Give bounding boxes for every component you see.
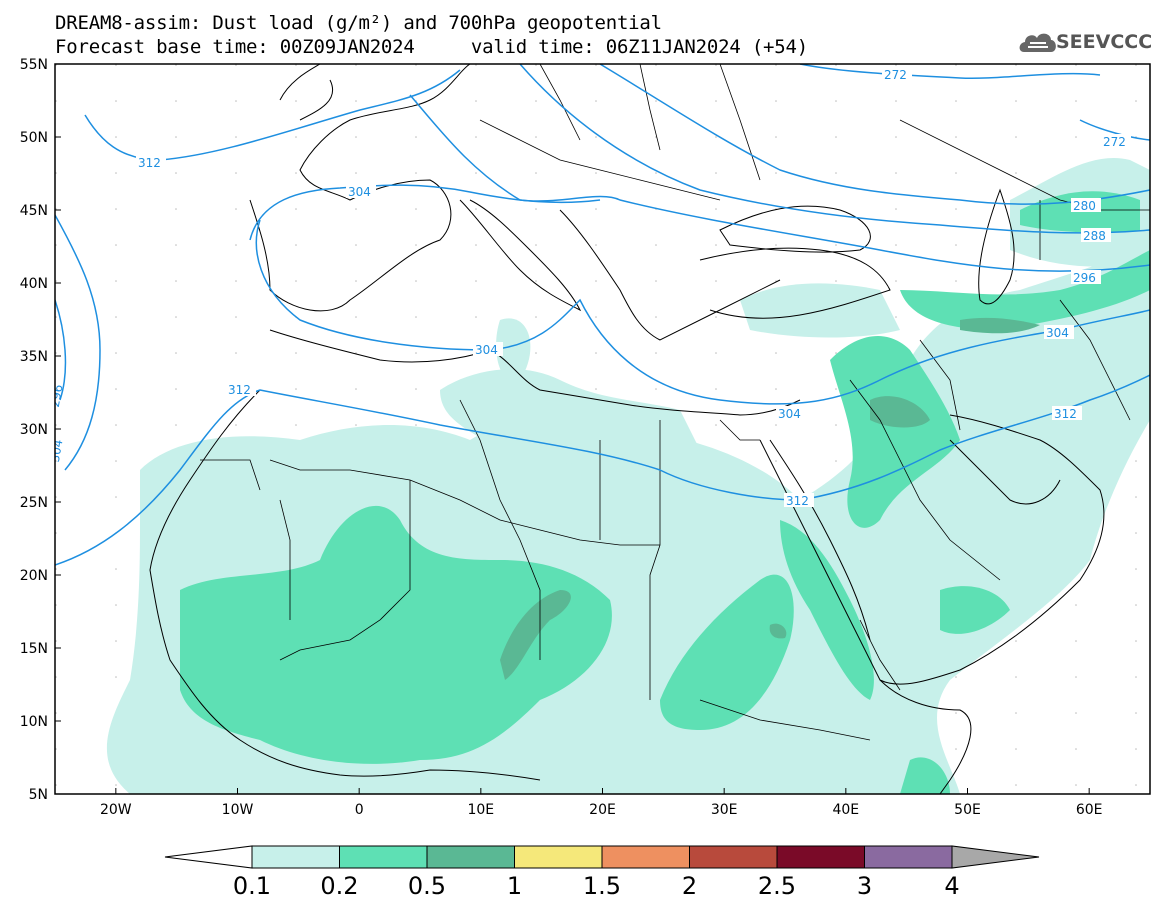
colorbar-segment: [601, 845, 690, 869]
colorbar-label: 0.5: [408, 872, 446, 900]
lon-label: 60E: [1076, 802, 1103, 818]
colorbar-high-arrow: [951, 845, 1040, 869]
contour-288: [519, 64, 1150, 234]
contour-296-west: [55, 299, 67, 401]
lon-label: 40E: [832, 802, 859, 818]
contour-304-north: [255, 219, 1150, 405]
contour-296: [409, 94, 1150, 272]
lat-label: 30N: [20, 422, 48, 438]
lon-label: 50E: [954, 802, 981, 818]
colorbar-segment: [251, 845, 340, 869]
contour-label: 280: [1073, 199, 1096, 213]
contour-label: 272: [1103, 135, 1126, 149]
lat-label: 50N: [20, 130, 48, 146]
lat-label: 40N: [20, 276, 48, 292]
colorbar-segment: [864, 845, 953, 869]
title-line1: DREAM8-assim: Dust load (g/m²) and 700hP…: [55, 12, 662, 34]
contour-label: 312: [228, 383, 251, 397]
lon-label: 30E: [711, 802, 738, 818]
colorbar-label: 0.1: [233, 872, 271, 900]
contour-label: 296: [48, 383, 66, 408]
colorbar-segment: [689, 845, 778, 869]
contour-label: 296: [1073, 271, 1096, 285]
contour-304-west: [55, 214, 101, 471]
contour-280: [599, 64, 1150, 205]
geopotential-contours: [55, 64, 1150, 566]
colorbar-label: 2.5: [758, 872, 796, 900]
logo-text: SEEVCCC: [1056, 31, 1153, 53]
colorbar-label: 0.2: [320, 872, 358, 900]
contour-304-loop: [249, 184, 601, 241]
lat-label: 45N: [20, 203, 48, 219]
lat-label: 35N: [20, 349, 48, 365]
contour-label: 312: [786, 494, 809, 508]
cloud-icon: [1019, 33, 1056, 52]
lon-label: 20E: [589, 802, 616, 818]
contour-label: 304: [48, 438, 66, 463]
colorbar-low-arrow: [164, 845, 253, 869]
contour-label: 312: [138, 156, 161, 170]
lat-label: 20N: [20, 568, 48, 584]
contour-labels: 272 272 280 288 296 304 304 304 304 296 …: [48, 67, 1131, 508]
lon-label: 10W: [222, 802, 254, 818]
contour-label: 272: [884, 68, 907, 82]
colorbar-label: 4: [944, 872, 959, 900]
contour-label: 304: [348, 185, 371, 199]
colorbar-label: 1.5: [583, 872, 621, 900]
lon-label: 20W: [100, 802, 132, 818]
colorbar-label: 3: [857, 872, 872, 900]
lat-labels: 55N 50N 45N 40N 35N 30N 25N 20N 15N 10N 5N: [20, 57, 61, 803]
colorbar-segment: [339, 845, 428, 869]
dust-high-shading: [500, 317, 1040, 680]
lon-label: 0: [355, 802, 364, 818]
coastlines: [149, 64, 1105, 794]
lat-label: 25N: [20, 495, 48, 511]
lat-label: 15N: [20, 641, 48, 657]
colorbar-label: 1: [507, 872, 522, 900]
contour-label: 288: [1083, 229, 1106, 243]
lon-label: 10E: [467, 802, 494, 818]
lat-label: 10N: [20, 714, 48, 730]
contour-label: 312: [1054, 407, 1077, 421]
colorbar-label: 2: [682, 872, 697, 900]
colorbar: 0.1 0.2 0.5 1 1.5 2 2.5 3 4: [164, 845, 1040, 900]
contour-label: 304: [1046, 326, 1069, 340]
lon-labels: 20W 10W 0 10E 20E 30E 40E 50E 60E: [100, 788, 1103, 818]
contour-272-east: [799, 64, 1150, 141]
colorbar-segment: [426, 845, 515, 869]
contour-label: 304: [475, 343, 498, 357]
contour-312-south: [55, 374, 1150, 566]
lat-label: 5N: [29, 787, 48, 803]
lat-label: 55N: [20, 57, 48, 73]
title-line2: Forecast base time: 00Z09JAN2024 valid t…: [55, 36, 809, 58]
contour-312-north: [84, 69, 461, 161]
colorbar-segment: [776, 845, 865, 869]
colorbar-segment: [514, 845, 603, 869]
contour-label: 304: [778, 407, 801, 421]
